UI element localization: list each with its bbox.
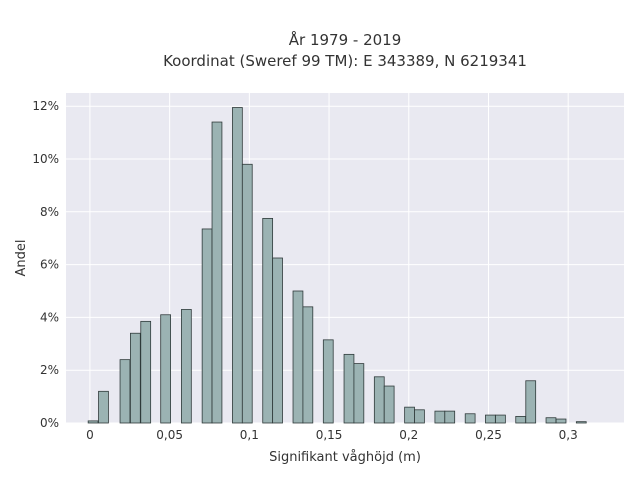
histogram-bar xyxy=(201,228,213,424)
histogram-bar xyxy=(404,406,415,424)
histogram-bar xyxy=(130,332,141,424)
chart-title-line-2: Koordinat (Sweref 99 TM): E 343389, N 62… xyxy=(163,52,527,70)
histogram-bar xyxy=(232,107,243,424)
histogram-bar xyxy=(302,306,314,424)
x-tick-label: 0,15 xyxy=(316,428,343,442)
x-tick-label: 0,3 xyxy=(559,428,578,442)
histogram-bar xyxy=(545,417,557,424)
histogram-bar xyxy=(434,410,446,424)
y-tick-label: 10% xyxy=(32,152,59,166)
histogram-bar xyxy=(414,409,425,424)
x-tick-label: 0,1 xyxy=(240,428,259,442)
histogram-bar xyxy=(485,414,496,424)
histogram-bar xyxy=(575,421,587,424)
x-axis-title: Signifikant våghöjd (m) xyxy=(269,450,421,465)
histogram-bar xyxy=(211,121,223,424)
histogram-bar xyxy=(353,363,365,424)
histogram-bar xyxy=(292,290,304,424)
histogram-bar xyxy=(495,414,506,424)
histogram-bar xyxy=(241,163,253,424)
y-tick-label: 0% xyxy=(40,416,59,430)
histogram-bar xyxy=(272,257,283,424)
x-tick-label: 0 xyxy=(86,428,94,442)
histogram-bar xyxy=(87,420,99,424)
histogram-bar xyxy=(343,353,355,424)
histogram-bar xyxy=(555,418,567,424)
x-tick-label: 0,2 xyxy=(399,428,418,442)
x-axis-tick-labels: 0 0,05 0,1 0,15 0,2 0,25 0,3 xyxy=(86,428,578,442)
histogram-bar xyxy=(383,385,395,424)
histogram-bar xyxy=(373,376,385,424)
y-axis-tick-labels: 0% 2% 4% 6% 8% 10% 12% xyxy=(32,99,59,430)
plot-area xyxy=(66,93,624,424)
x-tick-label: 0,25 xyxy=(475,428,502,442)
y-tick-label: 6% xyxy=(40,258,59,272)
histogram-bar xyxy=(262,217,274,424)
histogram-bar xyxy=(322,339,334,424)
y-axis-title: Andel xyxy=(14,240,29,277)
histogram-bars xyxy=(87,107,587,424)
histogram-bar xyxy=(160,314,171,424)
histogram-bar xyxy=(119,359,131,424)
x-tick-label: 0,05 xyxy=(156,428,183,442)
y-tick-label: 4% xyxy=(40,310,59,324)
histogram-bar xyxy=(464,413,476,424)
histogram-bar xyxy=(525,380,537,424)
histogram-bar xyxy=(444,410,456,424)
histogram-bar xyxy=(181,309,192,424)
y-tick-label: 8% xyxy=(40,205,59,219)
y-tick-label: 12% xyxy=(32,99,59,113)
y-tick-label: 2% xyxy=(40,363,59,377)
histogram-bar xyxy=(515,415,527,424)
histogram-bar xyxy=(98,390,109,424)
histogram-bar xyxy=(140,320,152,424)
chart-title-line-1: År 1979 - 2019 xyxy=(289,30,402,49)
